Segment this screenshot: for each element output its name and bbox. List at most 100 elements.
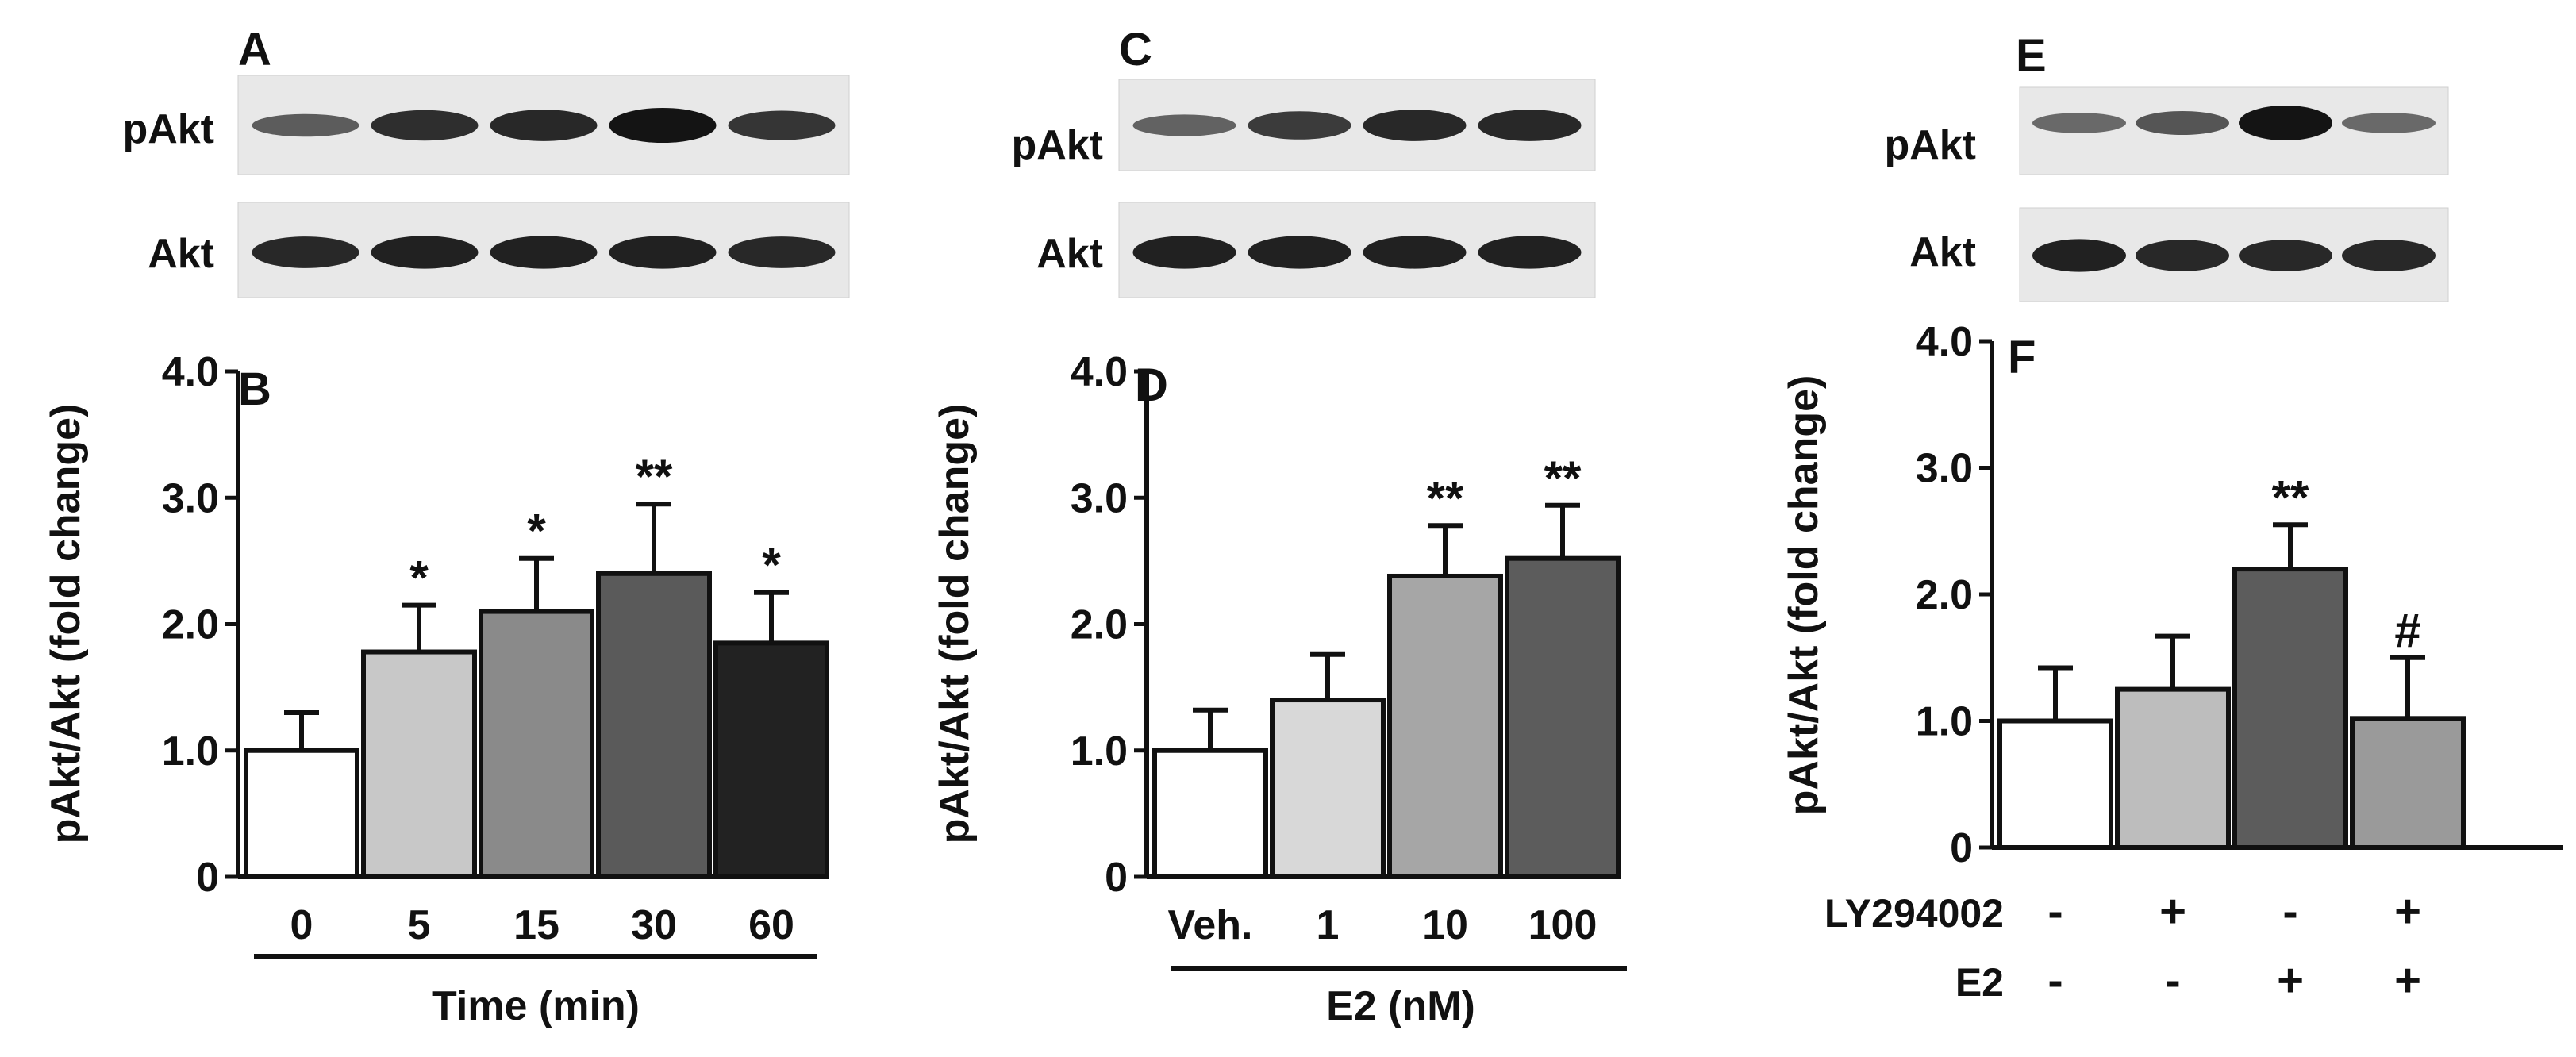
x-tick-label: 30 [631,902,677,948]
y-tick-label: 3.0 [162,475,219,521]
y-tick-label: 1.0 [162,728,219,774]
treatment-sign: + [2394,886,2421,937]
blot-band [1248,236,1351,269]
blot-e: E pAkt Akt [1884,30,2449,302]
bar [713,640,829,879]
bar [1997,718,2113,850]
y-tick-label: 4.0 [1071,349,1128,395]
panel-label-b: B [238,363,271,415]
chart-b-x-labels: 0 5 15 30 60 [290,902,794,948]
significance-marker: * [762,539,781,592]
blot-a: A pAkt Akt [122,24,850,298]
x-tick-label: 100 [1528,902,1598,948]
blot-c-row-2-label: Akt [1036,231,1103,277]
blot-band [1132,236,1236,269]
y-tick-label: 2.0 [1916,572,1973,618]
chart-b: B pAkt/Akt (fold change) 0 1.0 2.0 3.0 4.0 *… [43,349,829,1029]
chart-b-bars: ***** [244,450,829,879]
blot-band [2239,240,2332,271]
blot-band [1363,236,1467,269]
treatment-sign: - [2047,955,2063,1006]
x-tick-label: 60 [748,902,794,948]
bar [361,649,477,879]
panel-label-e: E [2016,30,2047,82]
bar [479,609,594,879]
bar [2350,716,2466,850]
treatment-sign: + [2394,955,2421,1006]
blot-band [2136,111,2229,135]
chart-d-x-labels: Veh. 1 10 100 [1168,902,1598,948]
chart-f-treatments: LY294002- + - +E2- - + + [1824,886,2421,1006]
chart-b-ylabel: pAkt/Akt (fold change) [43,404,89,844]
bar [244,748,359,879]
chart-b-xlabel: Time (min) [432,983,640,1029]
blot-c-row-1-label: pAkt [1011,122,1103,168]
significance-marker: ** [636,450,673,503]
blot-band [1248,111,1351,140]
blot-band [371,110,479,141]
bar [1270,698,1386,879]
y-tick-label: 3.0 [1916,446,1973,492]
treatment-sign: + [2159,886,2186,937]
blot-band [490,236,598,269]
treatment-sign: - [2047,886,2063,937]
x-tick-label: 0 [290,902,313,948]
blot-band [2032,113,2126,133]
y-tick-label: 2.0 [1071,602,1128,648]
y-tick-label: 0 [1105,855,1128,901]
significance-marker: ** [1544,452,1582,505]
y-tick-label: 1.0 [1916,699,1973,745]
chart-f-bars: ** # [1997,471,2466,850]
y-tick-label: 1.0 [1071,728,1128,774]
y-tick-label: 4.0 [162,349,219,395]
y-tick-label: 0 [1950,825,1973,871]
x-tick-label: 15 [513,902,559,948]
significance-marker: ** [1427,471,1464,525]
blot-c: C pAkt Akt [1011,24,1596,298]
blot-band [371,236,479,269]
blot-e-bands [2032,106,2436,272]
chart-d-bars: ** ** [1152,452,1621,879]
blot-band [2032,239,2126,272]
blot-band [252,113,359,137]
blot-band [1132,114,1236,136]
blot-c-bands [1132,110,1582,269]
treatment-sign: + [2277,955,2304,1006]
blot-band [252,236,359,268]
blot-band [2342,113,2436,133]
x-tick-label: 1 [1317,902,1340,948]
panel-label-d: D [1135,359,1168,411]
blot-band [1478,110,1582,141]
bar [2232,567,2348,850]
chart-f: F pAkt/Akt (fold change) 0 1.0 2.0 3.0 4.0 *… [1781,319,2563,1006]
blot-a-row-2-label: Akt [148,231,214,277]
bar [1152,748,1268,879]
blot-band [728,110,836,140]
panel-label-f: F [2008,332,2036,383]
chart-d-xlabel: E2 (nM) [1326,983,1475,1029]
chart-d-ylabel: pAkt/Akt (fold change) [932,404,978,844]
y-tick-label: 3.0 [1071,475,1128,521]
blot-band [728,236,836,268]
significance-marker: * [527,505,546,558]
blot-a-row-1-label: pAkt [122,106,214,152]
significance-marker: # [2394,604,2420,657]
blot-band [1478,236,1582,269]
blot-band [609,236,717,269]
treatment-label: E2 [1955,960,2004,1005]
significance-marker: * [409,552,429,605]
chart-d: D pAkt/Akt (fold change) 0 1.0 2.0 3.0 4.0 *… [932,349,1627,1029]
blot-band [2136,240,2229,271]
x-tick-label: Veh. [1168,902,1253,948]
blot-band [2342,240,2436,271]
blot-band [609,108,717,143]
y-tick-label: 4.0 [1916,319,1973,365]
y-tick-label: 2.0 [162,602,219,648]
x-tick-label: 10 [1422,902,1468,948]
blot-band [490,110,598,141]
significance-marker: ** [2272,471,2309,524]
panel-label-c: C [1119,24,1152,75]
bar [1505,555,1621,879]
treatment-sign: - [2165,955,2180,1006]
